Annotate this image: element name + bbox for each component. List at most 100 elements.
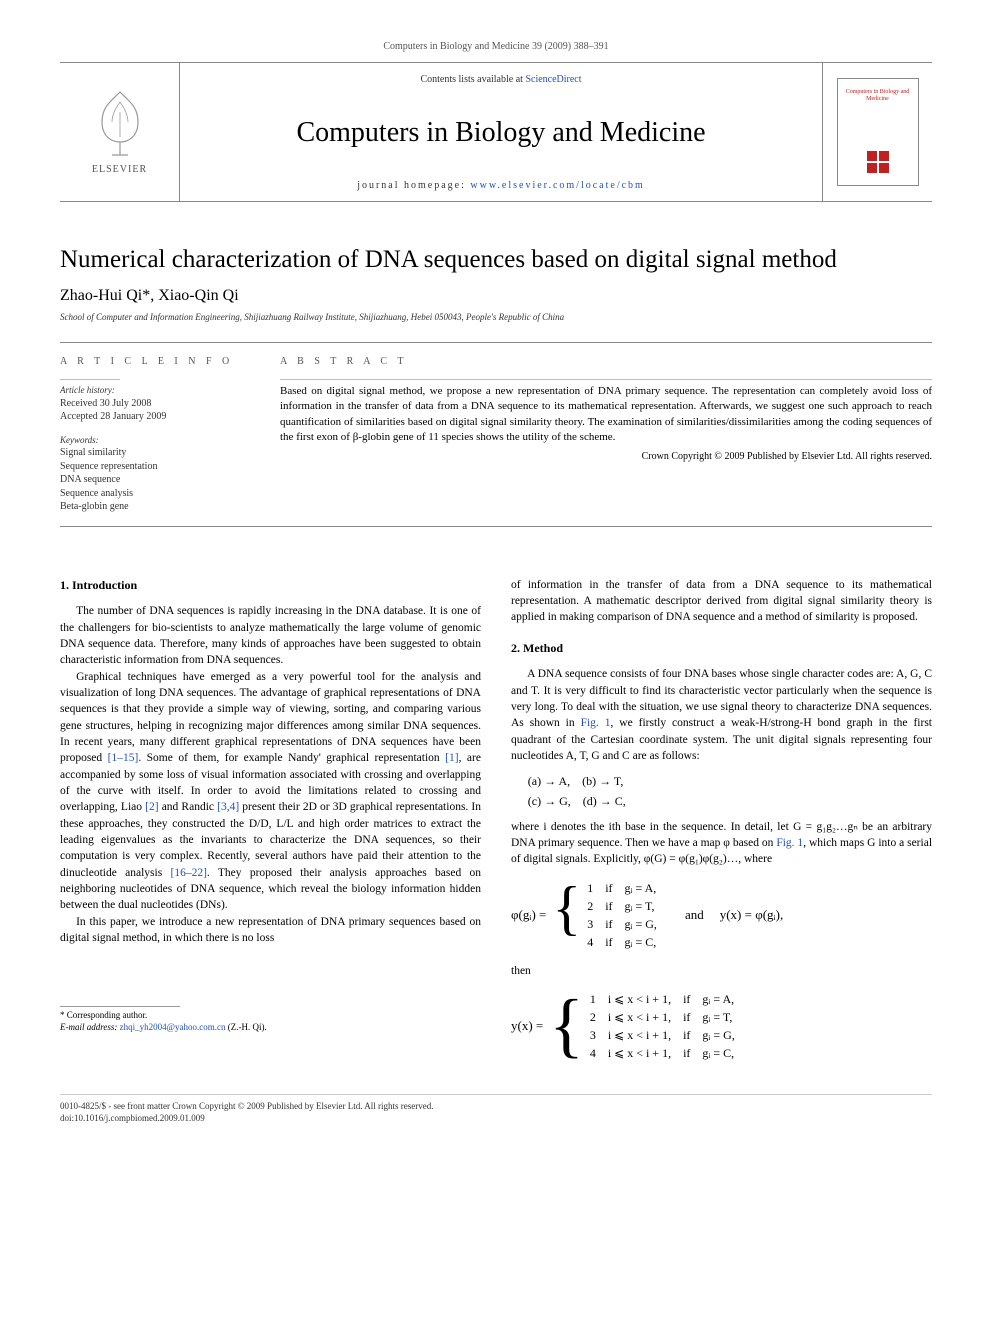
email-suffix: (Z.-H. Qi). [225, 1022, 266, 1032]
method-para-2: where i denotes the ith base in the sequ… [511, 819, 932, 868]
fig-link[interactable]: Fig. 1 [581, 717, 611, 729]
case-cond: gᵢ = A, [625, 880, 667, 896]
map-b: (b) → T, [582, 774, 623, 788]
case-cond: gᵢ = G, [702, 1027, 744, 1043]
phi-lhs: φ(gᵢ) = [511, 906, 546, 924]
case-if: if [605, 934, 622, 950]
body-columns: 1. Introduction The number of DNA sequen… [60, 577, 932, 1074]
abstract-heading: A B S T R A C T [280, 355, 932, 369]
case-cond: gᵢ = T, [625, 898, 667, 914]
journal-name: Computers in Biology and Medicine [296, 113, 705, 152]
case-if: if [683, 1027, 700, 1043]
abstract-text: Based on digital signal method, we propo… [280, 384, 932, 446]
phi-yeq: y(x) = φ(gᵢ), [720, 906, 784, 924]
intro-para-3: In this paper, we introduce a new repres… [60, 914, 481, 947]
section-1-heading: 1. Introduction [60, 577, 481, 594]
case-range: i ⩽ x < i + 1, [608, 991, 681, 1007]
case-val: 4 [587, 934, 603, 950]
left-column: 1. Introduction The number of DNA sequen… [60, 577, 481, 1074]
ref-link[interactable]: [16–22] [171, 867, 207, 879]
keyword: Sequence analysis [60, 487, 260, 501]
map-d: (d) → C, [583, 794, 626, 808]
case-range: i ⩽ x < i + 1, [608, 1045, 681, 1061]
intro-para-2: Graphical techniques have emerged as a v… [60, 669, 481, 914]
abstract-divider [280, 379, 932, 380]
publisher-block: ELSEVIER [60, 63, 180, 201]
case-val: 3 [590, 1027, 606, 1043]
cover-thumbnail-container: Computers in Biology and Medicine [822, 63, 932, 201]
case-if: if [683, 1045, 700, 1061]
footnote-divider [60, 1006, 180, 1007]
homepage-link[interactable]: www.elsevier.com/locate/cbm [470, 180, 644, 191]
map-c: (c) → G, [528, 794, 571, 808]
case-if: if [683, 991, 700, 1007]
phi-and: and [685, 906, 704, 924]
ref-link[interactable]: [2] [145, 801, 158, 813]
method-para-1: A DNA sequence consists of four DNA base… [511, 666, 932, 764]
case-if: if [605, 916, 622, 932]
email-label: E-mail address: [60, 1022, 120, 1032]
article-info-block: A R T I C L E I N F O Article history: R… [60, 355, 280, 514]
text-span: and Randic [159, 801, 218, 813]
case-val: 1 [590, 991, 606, 1007]
case-range: i ⩽ x < i + 1, [608, 1009, 681, 1025]
text-span: Graphical techniques have emerged as a v… [60, 671, 481, 765]
cover-thumbnail: Computers in Biology and Medicine [837, 78, 919, 186]
journal-banner: ELSEVIER Contents lists available at Sci… [60, 62, 932, 202]
nucleotide-mapping: (a) → A, (b) → T, (c) → G, (d) → C, [528, 772, 932, 810]
ref-link[interactable]: [1–15] [108, 752, 139, 764]
keyword: Sequence representation [60, 460, 260, 474]
brace-icon: { [552, 878, 581, 953]
article-info-heading: A R T I C L E I N F O [60, 355, 260, 369]
y-cases-table: 1i ⩽ x < i + 1,ifgᵢ = A, 2i ⩽ x < i + 1,… [588, 989, 747, 1064]
keyword: Signal similarity [60, 446, 260, 460]
history-label: Article history: [60, 384, 260, 397]
accepted-date: Accepted 28 January 2009 [60, 410, 260, 424]
phi-cases: { 1ifgᵢ = A, 2ifgᵢ = T, 3ifgᵢ = G, 4ifgᵢ… [552, 878, 669, 953]
cover-title: Computers in Biology and Medicine [842, 89, 914, 102]
affiliation: School of Computer and Information Engin… [60, 311, 932, 324]
cover-art-icon [867, 151, 889, 173]
contents-prefix: Contents lists available at [420, 74, 525, 85]
case-val: 2 [590, 1009, 606, 1025]
ref-link[interactable]: [3,4] [217, 801, 239, 813]
homepage-line: journal homepage: www.elsevier.com/locat… [357, 179, 645, 193]
authors: Zhao-Hui Qi*, Xiao-Qin Qi [60, 285, 932, 307]
intro-continuation: of information in the transfer of data f… [511, 577, 932, 626]
bottom-meta: 0010-4825/$ - see front matter Crown Cop… [60, 1094, 932, 1125]
abstract-block: A B S T R A C T Based on digital signal … [280, 355, 932, 514]
case-cond: gᵢ = G, [625, 916, 667, 932]
y-definition: y(x) = { 1i ⩽ x < i + 1,ifgᵢ = A, 2i ⩽ x… [511, 989, 932, 1064]
case-range: i ⩽ x < i + 1, [608, 1027, 681, 1043]
section-2-heading: 2. Method [511, 640, 932, 657]
fig-link[interactable]: Fig. 1 [776, 837, 803, 849]
banner-center: Contents lists available at ScienceDirec… [180, 63, 822, 201]
case-val: 3 [587, 916, 603, 932]
email-footnote: E-mail address: zhqi_yh2004@yahoo.com.cn… [60, 1022, 481, 1034]
text-span: . Some of them, for example Nandy' graph… [138, 752, 445, 764]
keywords-label: Keywords: [60, 434, 260, 447]
case-if: if [605, 880, 622, 896]
email-link[interactable]: zhqi_yh2004@yahoo.com.cn [120, 1022, 226, 1032]
meta-row: A R T I C L E I N F O Article history: R… [60, 342, 932, 527]
case-cond: gᵢ = C, [702, 1045, 744, 1061]
then-word: then [511, 963, 932, 979]
keyword: Beta-globin gene [60, 500, 260, 514]
case-val: 2 [587, 898, 603, 914]
keyword: DNA sequence [60, 473, 260, 487]
publisher-name: ELSEVIER [92, 163, 147, 177]
brace-icon: { [549, 989, 584, 1064]
case-cond: gᵢ = T, [702, 1009, 744, 1025]
sciencedirect-link[interactable]: ScienceDirect [525, 74, 581, 85]
right-column: of information in the transfer of data f… [511, 577, 932, 1074]
abstract-copyright: Crown Copyright © 2009 Published by Else… [280, 450, 932, 464]
received-date: Received 30 July 2008 [60, 397, 260, 411]
ref-link[interactable]: [1] [445, 752, 458, 764]
article-title: Numerical characterization of DNA sequen… [60, 242, 932, 277]
y-cases: { 1i ⩽ x < i + 1,ifgᵢ = A, 2i ⩽ x < i + … [549, 989, 747, 1064]
y-lhs: y(x) = [511, 1017, 543, 1035]
case-if: if [605, 898, 622, 914]
case-if: if [683, 1009, 700, 1025]
case-cond: gᵢ = C, [625, 934, 667, 950]
case-val: 1 [587, 880, 603, 896]
